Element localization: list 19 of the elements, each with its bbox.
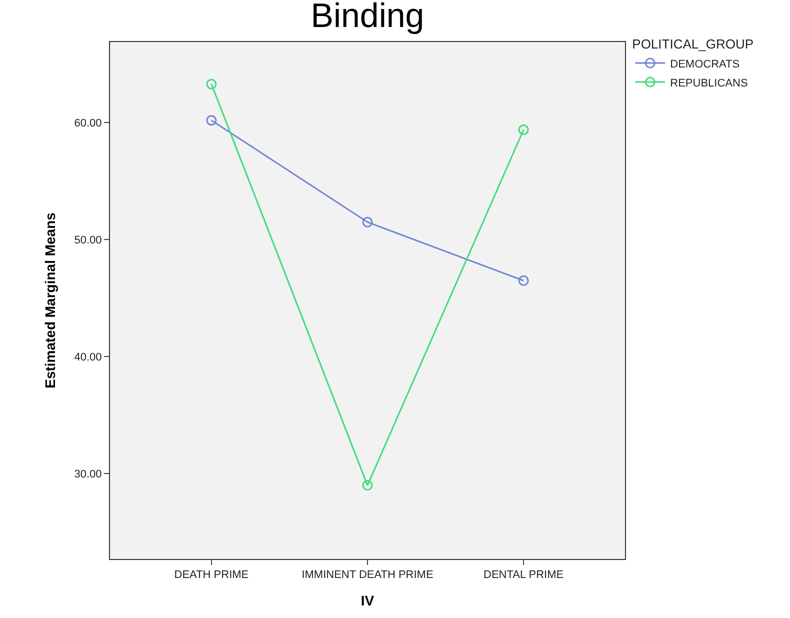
x-tick-label: IMMINENT DEATH PRIME [302, 569, 434, 582]
y-tick-label: 60.00 [74, 118, 102, 130]
y-axis-title: Estimated Marginal Means [42, 212, 58, 388]
x-tick-label: DENTAL PRIME [484, 569, 564, 582]
point [362, 480, 373, 491]
y-tick-label: 50.00 [74, 234, 102, 247]
legend-label: DEMOCRATS [670, 58, 740, 70]
y-tick-label: 40.00 [74, 351, 102, 364]
point [206, 78, 217, 90]
point [362, 216, 373, 228]
point [518, 275, 529, 286]
x-axis-title: IV [360, 592, 375, 608]
y-tick-label: 30.00 [74, 468, 102, 480]
point [518, 124, 529, 135]
point [206, 115, 217, 126]
x-tick-label: DEATH PRIME [174, 569, 249, 582]
legend-label: REPUBLICANS [670, 77, 748, 90]
chart-title: Binding [310, 0, 424, 35]
legend-title: POLITICAL_GROUP [632, 36, 754, 52]
